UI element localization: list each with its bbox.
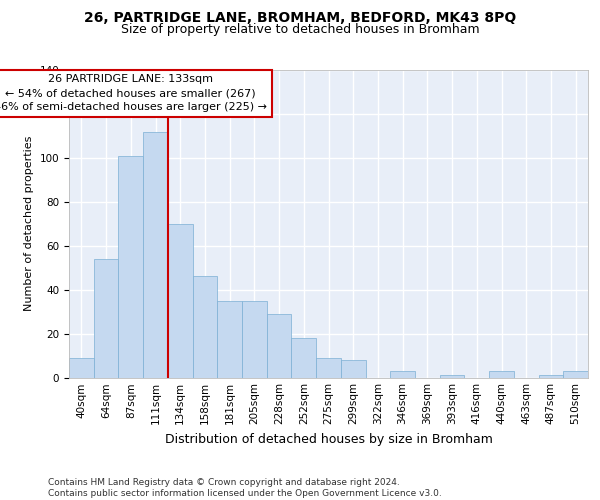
- Bar: [193, 276, 217, 378]
- Bar: [143, 132, 168, 378]
- Text: Distribution of detached houses by size in Bromham: Distribution of detached houses by size …: [165, 432, 493, 446]
- Bar: [217, 300, 242, 378]
- Bar: [118, 156, 143, 378]
- Bar: [539, 376, 563, 378]
- Text: Size of property relative to detached houses in Bromham: Size of property relative to detached ho…: [121, 22, 479, 36]
- Bar: [168, 224, 193, 378]
- Y-axis label: Number of detached properties: Number of detached properties: [24, 136, 34, 312]
- Bar: [242, 300, 267, 378]
- Bar: [341, 360, 365, 378]
- Bar: [440, 376, 464, 378]
- Text: 26 PARTRIDGE LANE: 133sqm
← 54% of detached houses are smaller (267)
46% of semi: 26 PARTRIDGE LANE: 133sqm ← 54% of detac…: [0, 74, 267, 112]
- Text: Contains HM Land Registry data © Crown copyright and database right 2024.
Contai: Contains HM Land Registry data © Crown c…: [48, 478, 442, 498]
- Bar: [69, 358, 94, 378]
- Bar: [267, 314, 292, 378]
- Bar: [489, 371, 514, 378]
- Bar: [390, 371, 415, 378]
- Bar: [563, 371, 588, 378]
- Bar: [316, 358, 341, 378]
- Bar: [292, 338, 316, 378]
- Bar: [94, 259, 118, 378]
- Text: 26, PARTRIDGE LANE, BROMHAM, BEDFORD, MK43 8PQ: 26, PARTRIDGE LANE, BROMHAM, BEDFORD, MK…: [84, 11, 516, 25]
